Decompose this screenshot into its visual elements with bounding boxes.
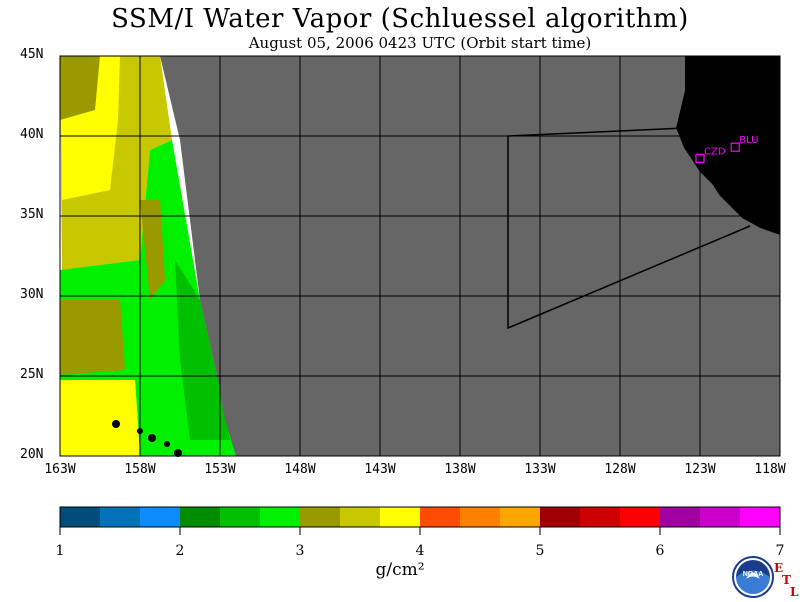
colorbar-swatch — [540, 507, 581, 527]
colorbar-swatch — [60, 507, 101, 527]
flight-track-top — [507, 127, 686, 137]
colorbar-swatch — [660, 507, 701, 527]
flight-track — [507, 136, 751, 330]
colorbar-tick-label: 4 — [415, 543, 425, 559]
etl-letter-l: L — [790, 585, 799, 599]
lon-label: 153W — [204, 462, 236, 477]
colorbar-swatch — [260, 507, 301, 527]
colorbar-swatch — [380, 507, 421, 527]
lon-label: 118W — [754, 462, 786, 477]
colorbar-swatch — [740, 507, 781, 527]
water-vapor-swath — [60, 56, 236, 456]
colorbar-tick-label: 7 — [775, 543, 785, 559]
colorbar-swatch — [500, 507, 541, 527]
colorbar-swatch — [100, 507, 141, 527]
colorbar-tick-label: 2 — [175, 543, 185, 559]
colorbar-swatch — [140, 507, 181, 527]
lat-lon-grid — [60, 56, 780, 456]
lat-label: 35N — [20, 207, 44, 222]
lat-label: 40N — [20, 127, 44, 142]
colorbar — [59, 506, 781, 535]
etl-letter-t: T — [782, 573, 791, 587]
station-label: BLU — [739, 135, 758, 146]
chart-subtitle: August 05, 2006 0423 UTC (Orbit start ti… — [248, 34, 592, 52]
colorbar-unit: g/cm² — [375, 560, 425, 580]
colorbar-tick-label: 1 — [55, 543, 65, 559]
lon-label: 138W — [444, 462, 476, 477]
island-shape — [137, 428, 143, 434]
lon-label: 128W — [604, 462, 636, 477]
lon-label: 143W — [364, 462, 396, 477]
colorbar-tick-label: 6 — [655, 543, 665, 559]
colorbar-tick-label: 3 — [295, 543, 305, 559]
colorbar-swatch — [340, 507, 381, 527]
chart-title: SSM/I Water Vapor (Schluessel algorithm) — [111, 4, 689, 34]
colorbar-swatch — [420, 507, 461, 527]
land-mass — [676, 56, 780, 235]
vapor-band — [60, 380, 140, 456]
map-frame — [59, 55, 781, 457]
colorbar-swatch — [700, 507, 741, 527]
island-shape — [174, 449, 182, 457]
colorbar-swatch — [460, 507, 501, 527]
lat-label: 30N — [20, 287, 44, 302]
etl-letter-e: E — [774, 561, 784, 575]
lon-label: 148W — [284, 462, 316, 477]
noaa-logo: NOAA — [732, 556, 774, 598]
colorbar-tick-label: 5 — [535, 543, 545, 559]
colorbar-swatch — [620, 507, 661, 527]
island-shape — [112, 420, 120, 428]
lon-label: 158W — [124, 462, 156, 477]
vapor-band — [175, 260, 230, 440]
svg-text:NOAA: NOAA — [743, 571, 764, 578]
island-shape — [148, 434, 156, 442]
lat-label: 45N — [20, 47, 44, 62]
lon-label: 163W — [44, 462, 76, 477]
lon-label: 123W — [684, 462, 716, 477]
no-data-region — [160, 56, 780, 456]
colorbar-swatch — [580, 507, 621, 527]
colorbar-swatch — [300, 507, 341, 527]
lon-label: 133W — [524, 462, 556, 477]
island-shape — [164, 441, 170, 447]
vapor-band — [60, 300, 125, 375]
colorbar-swatch — [220, 507, 261, 527]
station-marker — [730, 142, 740, 152]
station-markers: CZD BLU — [695, 135, 758, 163]
lat-label: 20N — [20, 447, 44, 462]
colorbar-swatch — [180, 507, 221, 527]
station-marker — [695, 153, 705, 163]
vapor-band — [60, 56, 100, 120]
lat-label: 25N — [20, 367, 44, 382]
hawaiian-islands — [112, 420, 182, 457]
station-label: CZD — [704, 146, 726, 157]
vapor-band — [140, 200, 165, 300]
